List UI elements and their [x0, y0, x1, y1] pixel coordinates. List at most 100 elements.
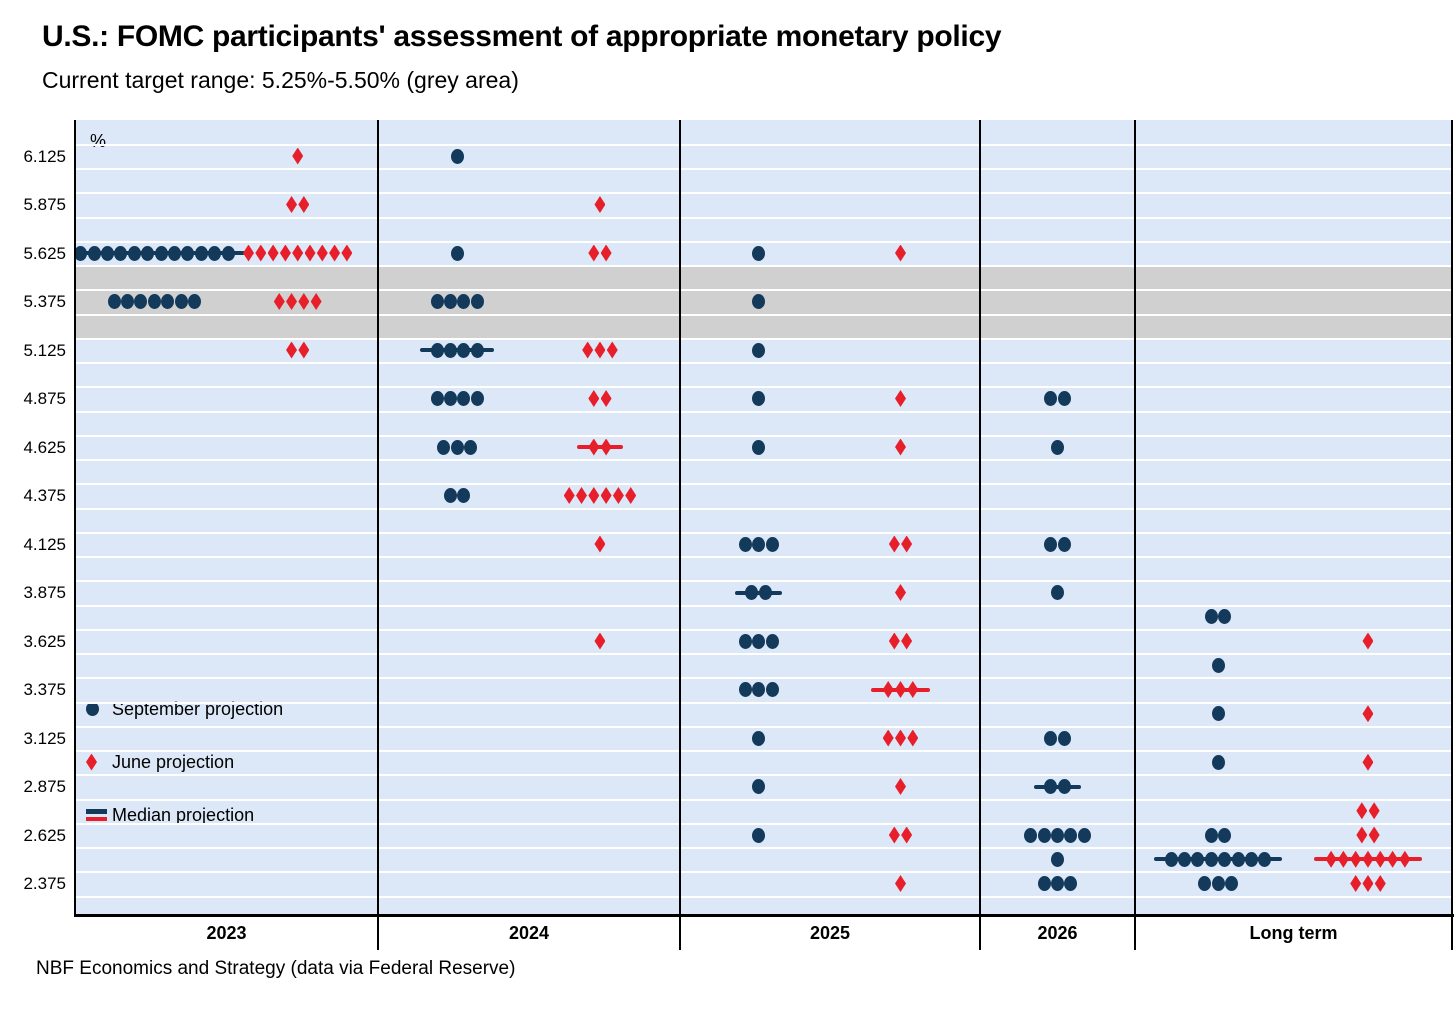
column-divider: [1134, 120, 1136, 950]
chart-subtitle: Current target range: 5.25%-5.50% (grey …: [42, 67, 519, 93]
june-diamond: [1387, 850, 1399, 868]
y-axis-tick-label: 6.125: [23, 146, 66, 166]
september-dot: [74, 245, 88, 261]
june-diamond: [1350, 850, 1362, 868]
june-diamond: [1356, 826, 1368, 844]
june-diamond: [895, 390, 906, 407]
june-diamond: [1368, 802, 1380, 820]
june-diamond: [888, 632, 900, 650]
june-diamond: [882, 681, 894, 698]
september-dot: [1051, 851, 1064, 867]
plot-background: [75, 120, 1452, 915]
june-diamond: [1337, 850, 1349, 868]
column-divider: [979, 120, 981, 950]
x-axis-line: [74, 914, 1454, 917]
june-diamond: [273, 293, 285, 310]
y-axis-tick-label: 4.125: [23, 534, 66, 554]
june-diamond: [255, 244, 267, 262]
september-dot: [1211, 876, 1225, 891]
september-dot: [181, 245, 195, 261]
legend-item-median: Median projection: [86, 804, 254, 826]
june-diamond: [612, 487, 624, 504]
september-dot: [1211, 754, 1225, 770]
gridline: [75, 265, 1452, 268]
gridline: [75, 653, 1452, 656]
september-dot: [752, 536, 766, 552]
y-axis-tick-label: 2.625: [23, 825, 66, 845]
september-dot: [745, 585, 759, 600]
september-dot: [1064, 827, 1078, 843]
y-axis-tick-label: 5.625: [23, 243, 66, 263]
june-diamond: [279, 244, 291, 262]
june-diamond: [588, 390, 600, 407]
september-dot: [1044, 536, 1058, 552]
september-dot: [1211, 657, 1225, 673]
september-dot: [1044, 391, 1058, 406]
september-dot: [457, 342, 471, 358]
gridline: [75, 337, 1452, 340]
september-dot: [141, 245, 155, 261]
september-dot: [1178, 851, 1192, 867]
september-dot: [1037, 827, 1051, 843]
june-diamond: [292, 147, 304, 165]
gridline: [75, 362, 1452, 365]
gridline: [75, 483, 1452, 486]
gridline: [75, 847, 1452, 850]
june-diamond: [1374, 875, 1386, 892]
september-dot: [470, 294, 484, 309]
june-diamond: [1325, 850, 1337, 868]
june-diamond: [1362, 850, 1374, 868]
september-dot: [1204, 851, 1218, 867]
june-diamond: [594, 196, 606, 213]
y-axis-tick-label: 4.625: [23, 437, 66, 457]
june-diamond: [286, 341, 298, 359]
september-dot: [1204, 609, 1218, 625]
june-diamond: [286, 196, 298, 213]
september-dot-icon: [86, 702, 112, 716]
gridline: [75, 580, 1452, 583]
september-median-line: [1033, 784, 1082, 789]
september-median-line: [734, 590, 783, 595]
gridline: [75, 822, 1452, 825]
september-dot: [752, 294, 766, 309]
september-dot: [752, 730, 766, 746]
september-dot: [1044, 779, 1058, 794]
june-diamond: [625, 487, 637, 504]
september-dot: [430, 294, 444, 309]
september-dot: [457, 294, 471, 309]
legend-item-june: June projection: [86, 751, 234, 773]
gridline: [75, 192, 1452, 195]
gridline: [75, 604, 1452, 607]
june-diamond: [310, 293, 322, 310]
september-dot: [100, 245, 114, 261]
june-diamond: [1362, 632, 1374, 650]
gridline: [75, 240, 1452, 243]
gridline: [75, 143, 1452, 146]
june-diamond: [298, 293, 310, 310]
september-dot: [752, 779, 766, 794]
june-diamond: [576, 487, 588, 504]
september-dot: [134, 294, 148, 309]
y-axis-line: [74, 120, 76, 915]
x-axis-label: 2023: [206, 923, 247, 943]
september-dot: [752, 245, 766, 261]
chart-title: U.S.: FOMC participants' assessment of a…: [42, 20, 1002, 53]
september-dot: [1077, 827, 1091, 843]
june-diamond: [267, 244, 279, 262]
june-diamond: [907, 681, 919, 698]
june-diamond: [888, 826, 900, 844]
september-dot: [167, 245, 181, 261]
september-dot: [188, 294, 202, 309]
june-diamond: [895, 875, 906, 892]
september-dot: [752, 391, 766, 406]
gridline: [75, 216, 1452, 219]
gridline: [75, 313, 1452, 316]
june-diamond: [895, 681, 906, 698]
september-dot: [1024, 827, 1038, 843]
september-dot: [470, 342, 484, 358]
september-dot: [1064, 876, 1078, 891]
june-diamond: [1368, 826, 1380, 844]
september-dot: [1051, 585, 1064, 600]
y-axis-tick-label: 5.375: [23, 292, 66, 311]
column-divider: [679, 120, 681, 950]
